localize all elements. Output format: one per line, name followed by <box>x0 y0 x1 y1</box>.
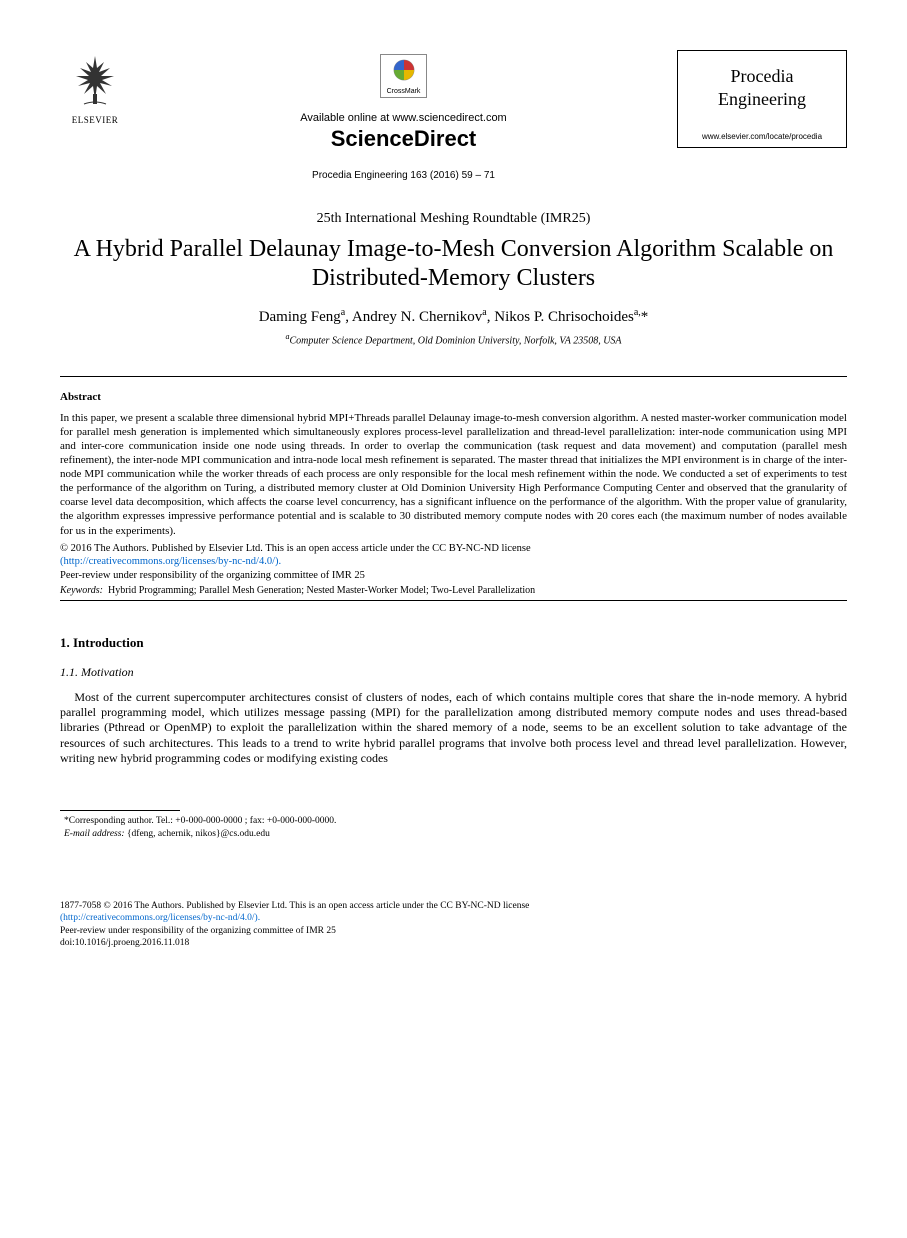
abstract-body: In this paper, we present a scalable thr… <box>60 411 847 538</box>
email-value: {dfeng, achernik, nikos}@cs.odu.edu <box>125 829 270 839</box>
elsevier-tree-icon <box>66 50 124 108</box>
journal-url: www.elsevier.com/locate/procedia <box>686 132 838 141</box>
section-1-1-heading: 1.1. Motivation <box>60 665 847 680</box>
abstract-heading: Abstract <box>60 391 847 403</box>
journal-box: Procedia Engineering www.elsevier.com/lo… <box>677 50 847 148</box>
intro-paragraph: Most of the current supercomputer archit… <box>60 690 847 767</box>
header-center: CrossMark Available online at www.scienc… <box>130 50 677 181</box>
journal-name: Procedia Engineering <box>686 65 838 112</box>
copyright-block: © 2016 The Authors. Published by Elsevie… <box>60 542 847 583</box>
paper-title: A Hybrid Parallel Delaunay Image-to-Mesh… <box>60 235 847 293</box>
section-1-heading: 1. Introduction <box>60 635 847 651</box>
email-label: E-mail address: <box>64 829 125 839</box>
rule-bottom <box>60 600 847 601</box>
corresponding-author-footnote: *Corresponding author. Tel.: +0-000-000-… <box>74 815 847 827</box>
crossmark-badge[interactable]: CrossMark <box>380 54 428 98</box>
copyright-line: © 2016 The Authors. Published by Elsevie… <box>60 543 531 554</box>
peer-review-line: Peer-review under responsibility of the … <box>60 570 365 581</box>
affiliation: aComputer Science Department, Old Domini… <box>60 332 847 346</box>
keywords-line: Keywords: Hybrid Programming; Parallel M… <box>60 585 847 596</box>
header-row: ELSEVIER CrossMark Available online at w… <box>60 50 847 181</box>
license-link[interactable]: (http://creativecommons.org/licenses/by-… <box>60 556 281 567</box>
footnote-rule <box>60 810 180 811</box>
footer-peer-review: Peer-review under responsibility of the … <box>60 926 336 936</box>
keywords-values: Hybrid Programming; Parallel Mesh Genera… <box>108 585 535 596</box>
journal-name-line1: Procedia <box>731 66 794 86</box>
footer-doi: doi:10.1016/j.proeng.2016.11.018 <box>60 938 189 948</box>
crossmark-label: CrossMark <box>387 88 421 95</box>
footer-copyright: 1877-7058 © 2016 The Authors. Published … <box>60 901 529 911</box>
publisher-block: ELSEVIER <box>60 50 130 125</box>
journal-name-line2: Engineering <box>718 89 806 109</box>
footer-block: 1877-7058 © 2016 The Authors. Published … <box>60 900 847 949</box>
rule-top <box>60 376 847 377</box>
keywords-label: Keywords: <box>60 585 103 596</box>
email-footnote: E-mail address: {dfeng, achernik, nikos}… <box>74 828 847 840</box>
citation-line: Procedia Engineering 163 (2016) 59 – 71 <box>130 170 677 181</box>
sciencedirect-brand: ScienceDirect <box>130 126 677 152</box>
publisher-label: ELSEVIER <box>60 115 130 125</box>
conference-name: 25th International Meshing Roundtable (I… <box>60 211 847 227</box>
available-online-text: Available online at www.sciencedirect.co… <box>130 112 677 124</box>
author-list: Daming Fenga, Andrey N. Chernikova, Niko… <box>60 307 847 326</box>
crossmark-icon <box>393 59 415 81</box>
footer-license-link[interactable]: (http://creativecommons.org/licenses/by-… <box>60 913 260 923</box>
